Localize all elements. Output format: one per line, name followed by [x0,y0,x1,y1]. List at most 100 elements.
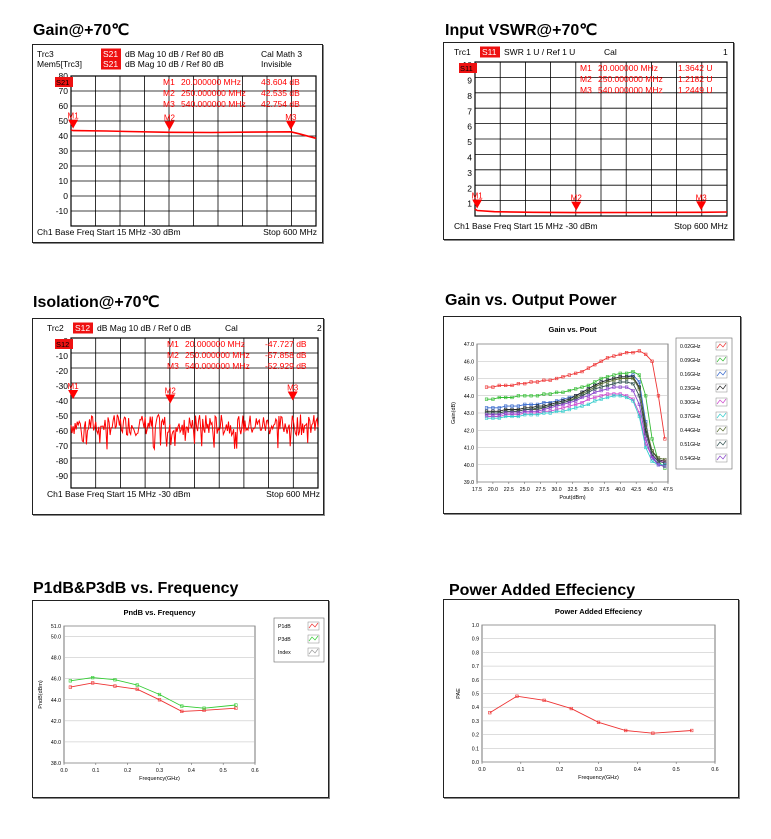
gain-y-tick-label: 40 [59,131,69,141]
p1-legend-swatch [307,647,320,657]
gp-data-point [504,407,508,412]
gp-data-point [567,407,571,412]
pae-section-title: Power Added Effeciency [449,582,636,599]
pae-data-point [542,698,546,702]
iso-y-tick-label: -90 [56,471,69,481]
gp-x-tick-label: 37.5 [599,487,609,493]
vswr-footer-stop: Stop 600 MHz [674,221,728,231]
gp-data-point [599,359,603,363]
gp-x-tick-label: 30.0 [552,487,562,493]
p1-y-tick-label: 46.0 [51,677,61,683]
vswr-marker-freq: 250.000000 MHz [598,74,663,84]
gp-data-point [548,378,552,382]
gp-data-point [637,380,641,384]
gp-data-point [605,378,610,382]
vswr-section-title: Input VSWR@+70℃ [445,22,598,39]
vswr-y-tick-label: 1 [467,199,472,209]
p1-legend-line [308,622,319,629]
gain-marker-freq: 540.000000 MHz [181,99,246,109]
gp-legend-swatch [715,397,728,407]
gp-data-point [567,404,571,408]
gp-legend-line [716,440,727,447]
vswr-ref-badge [459,63,477,73]
p1-x-tick-label: 0.5 [220,768,227,774]
gp-data-point [618,376,622,381]
gp-data-point [644,445,648,450]
p1-data-point [91,681,95,685]
gp-legend-line [716,426,727,433]
gp-data-point [529,380,533,384]
gp-y-axis-label: Gain(dB) [451,402,457,424]
vswr-marker-tag: M1 [472,191,484,200]
gain-y-tick-label: 60 [59,101,69,111]
gain-param-badge [101,58,121,70]
p1-y-tick-label: 42.0 [51,719,61,725]
p1-legend-line [308,635,319,642]
gp-data-point [637,402,641,406]
p1-data-point [157,692,162,697]
p1-data-point [157,698,162,702]
gain-trace-label: Mem5[Trc3] [37,59,82,69]
gp-data-point [599,388,603,393]
gp-legend-swatch [715,453,728,463]
pae-chart-title: Power Added Effeciency [555,607,643,616]
vswr-ref-badge-text: S11 [460,64,473,73]
gp-data-point [586,397,591,401]
gp-data-point [504,414,508,419]
pae-data-point [488,711,492,715]
gain-cal-label: Cal Math 3 [261,49,302,59]
vswr-marker-value: 1.2182 U [678,74,713,84]
p1-y-tick-label: 51.0 [51,624,61,630]
gp-data-point [510,407,514,412]
p1-data-point [202,708,206,712]
gp-data-point [605,380,610,384]
gp-legend-label: 0.30GHz [680,400,701,406]
gp-data-point [504,395,508,400]
gain-marker-value: 42.754 dB [261,99,300,109]
gp-data-point [593,387,597,391]
gp-y-tick-label: 40.0 [464,463,474,469]
iso-ref-badge-text: S12 [56,340,69,349]
p1-data-point [113,678,117,682]
gp-x-axis-label: Pout(dBm) [559,495,585,501]
gp-data-point [497,416,501,420]
gp-data-point [663,464,667,469]
gp-data-point [631,382,635,386]
p1-data-point [91,676,95,680]
vswr-marker-value: 1.3642 U [678,63,713,73]
p1-legend-swatch [307,634,320,644]
gp-data-point [542,407,546,412]
iso-marker-freq: 20.000000 MHz [185,339,245,349]
gain-marker-freq: 250.000000 MHz [181,88,246,98]
p1-legend-swatch [307,621,320,631]
iso-marker-name: M2 [167,350,179,360]
iso-footer-start: Ch1 Base Freq Start 15 MHz -30 dBm [47,489,191,499]
gain-trace [70,129,317,140]
p1-legend-label: P3dB [278,637,291,643]
iso-marker-value: -52.929 dB [265,361,307,371]
gp-data-point [625,371,629,375]
vswr-y-tick-label: 7 [467,106,472,116]
p1-series-line [70,682,236,712]
vswr-marker-name: M2 [580,74,592,84]
p1-legend-line [308,648,319,655]
gain-pout-chart: Gain vs. Pout 47.0 46.0 45.0 44.0 43.0 42.0 41.… [451,325,733,501]
pae-panel: Power Added Effeciency 1.0 0.9 0.8 0.7 0.6 0.5… [443,599,739,798]
gp-data-point [593,399,597,403]
vswr-marker-name: M1 [580,63,592,73]
gp-data-point [497,413,501,417]
p1db-chart: PndB vs. Frequency 51.0 50.0 48.0 46.0 44.0 42… [38,608,325,782]
gp-data-point [567,388,571,393]
gp-data-point [637,373,641,377]
gp-data-point [484,413,489,417]
gain-y-tick-label: 30 [59,146,69,156]
gain-vna-panel: Trc3 S21 dB Mag 10 dB / Ref 80 dB Cal Math … [32,44,323,243]
gain-vna-chart: Trc3 S21 dB Mag 10 dB / Ref 80 dB Cal Math … [37,48,317,237]
gp-x-tick-label: 20.0 [488,487,498,493]
gp-data-point [599,394,603,398]
gp-data-point [548,411,552,415]
gp-data-point [618,392,622,396]
vswr-marker-tag: M2 [571,194,583,203]
p1-data-point [135,683,139,687]
gp-data-point [535,394,540,398]
